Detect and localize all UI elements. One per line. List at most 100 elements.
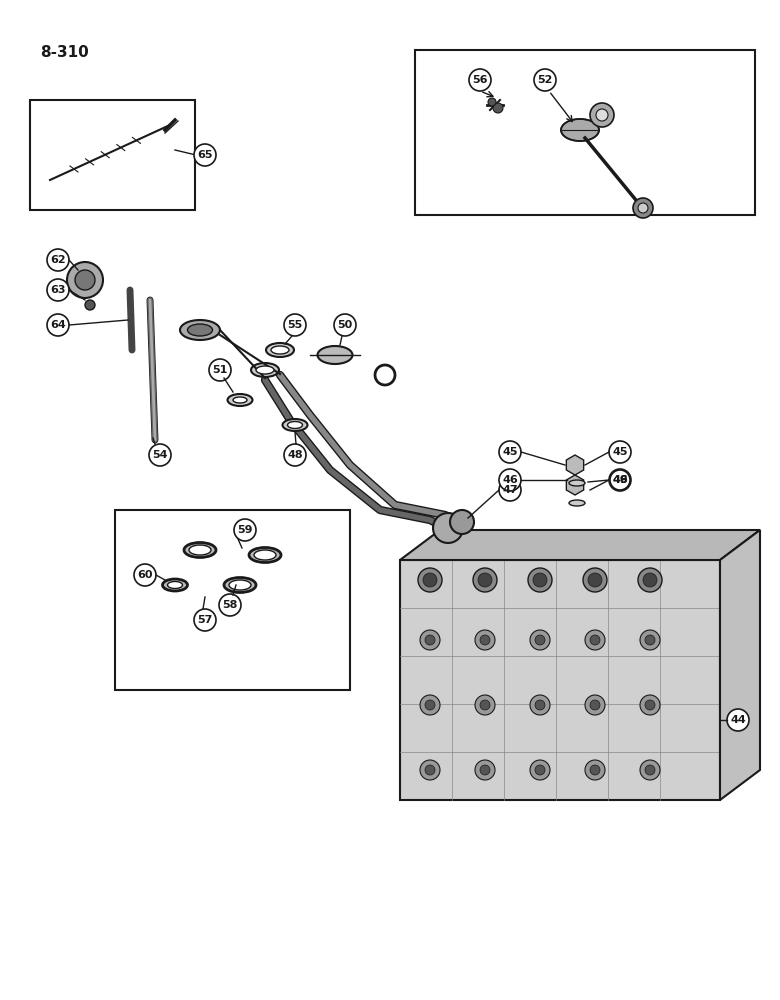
Ellipse shape [282, 419, 307, 431]
Circle shape [530, 760, 550, 780]
Circle shape [149, 444, 171, 466]
Circle shape [67, 262, 103, 298]
Text: 57: 57 [197, 615, 213, 625]
Text: 8-310: 8-310 [40, 45, 89, 60]
Circle shape [473, 568, 497, 592]
Bar [30, 100, 195, 210]
Ellipse shape [233, 397, 247, 403]
Ellipse shape [561, 119, 599, 141]
Ellipse shape [184, 542, 216, 558]
Ellipse shape [162, 579, 187, 591]
Circle shape [533, 573, 547, 587]
Circle shape [475, 630, 495, 650]
Text: 46: 46 [612, 475, 628, 485]
Ellipse shape [266, 343, 294, 357]
Text: 56: 56 [472, 75, 488, 85]
Circle shape [590, 765, 600, 775]
Circle shape [209, 359, 231, 381]
Text: 48: 48 [287, 450, 303, 460]
Circle shape [583, 568, 607, 592]
Circle shape [480, 765, 490, 775]
Circle shape [499, 441, 521, 463]
Polygon shape [400, 530, 760, 560]
Text: 46: 46 [502, 475, 518, 485]
Circle shape [194, 144, 216, 166]
Circle shape [284, 444, 306, 466]
Circle shape [134, 564, 156, 586]
Circle shape [480, 635, 490, 645]
Ellipse shape [288, 422, 303, 428]
Circle shape [425, 635, 435, 645]
Ellipse shape [187, 324, 212, 336]
Circle shape [585, 760, 605, 780]
Ellipse shape [228, 394, 253, 406]
Circle shape [638, 568, 662, 592]
Circle shape [596, 109, 608, 121]
Text: 50: 50 [338, 320, 353, 330]
Circle shape [645, 700, 655, 710]
Circle shape [530, 630, 550, 650]
Circle shape [640, 760, 660, 780]
Circle shape [420, 760, 440, 780]
Circle shape [633, 198, 653, 218]
Text: 49: 49 [612, 475, 628, 485]
Circle shape [585, 695, 605, 715]
Circle shape [219, 594, 241, 616]
Circle shape [334, 314, 356, 336]
Circle shape [425, 700, 435, 710]
Circle shape [528, 568, 552, 592]
Circle shape [433, 513, 463, 543]
Ellipse shape [317, 346, 353, 364]
Circle shape [534, 69, 556, 91]
Circle shape [478, 573, 492, 587]
Text: 60: 60 [137, 570, 153, 580]
Circle shape [47, 279, 69, 301]
Circle shape [535, 765, 545, 775]
Ellipse shape [224, 578, 256, 592]
Circle shape [475, 760, 495, 780]
Bar [400, 560, 720, 800]
Circle shape [645, 635, 655, 645]
Ellipse shape [180, 320, 220, 340]
Circle shape [194, 609, 216, 631]
Circle shape [530, 695, 550, 715]
Circle shape [420, 630, 440, 650]
Text: 64: 64 [50, 320, 66, 330]
Circle shape [640, 695, 660, 715]
Circle shape [499, 479, 521, 501]
Circle shape [423, 573, 437, 587]
Circle shape [643, 573, 657, 587]
Circle shape [47, 249, 69, 271]
Circle shape [590, 103, 614, 127]
Circle shape [234, 519, 256, 541]
Text: 45: 45 [612, 447, 628, 457]
Circle shape [284, 314, 306, 336]
Circle shape [420, 695, 440, 715]
Ellipse shape [271, 346, 289, 354]
Text: 65: 65 [197, 150, 213, 160]
Ellipse shape [569, 500, 585, 506]
Circle shape [488, 98, 496, 106]
Circle shape [535, 635, 545, 645]
Text: 55: 55 [287, 320, 303, 330]
Circle shape [480, 700, 490, 710]
Ellipse shape [249, 548, 281, 562]
Circle shape [610, 470, 630, 490]
Circle shape [535, 700, 545, 710]
Text: 59: 59 [237, 525, 253, 535]
Circle shape [640, 630, 660, 650]
Circle shape [588, 573, 602, 587]
Ellipse shape [251, 363, 279, 377]
Text: 51: 51 [212, 365, 228, 375]
Bar [115, 510, 350, 690]
Circle shape [499, 469, 521, 491]
Text: 58: 58 [222, 600, 238, 610]
Circle shape [418, 568, 442, 592]
Circle shape [585, 630, 605, 650]
Ellipse shape [254, 550, 276, 560]
Ellipse shape [189, 545, 211, 555]
Ellipse shape [256, 366, 274, 374]
Ellipse shape [168, 582, 183, 588]
Circle shape [475, 695, 495, 715]
Circle shape [638, 203, 648, 213]
